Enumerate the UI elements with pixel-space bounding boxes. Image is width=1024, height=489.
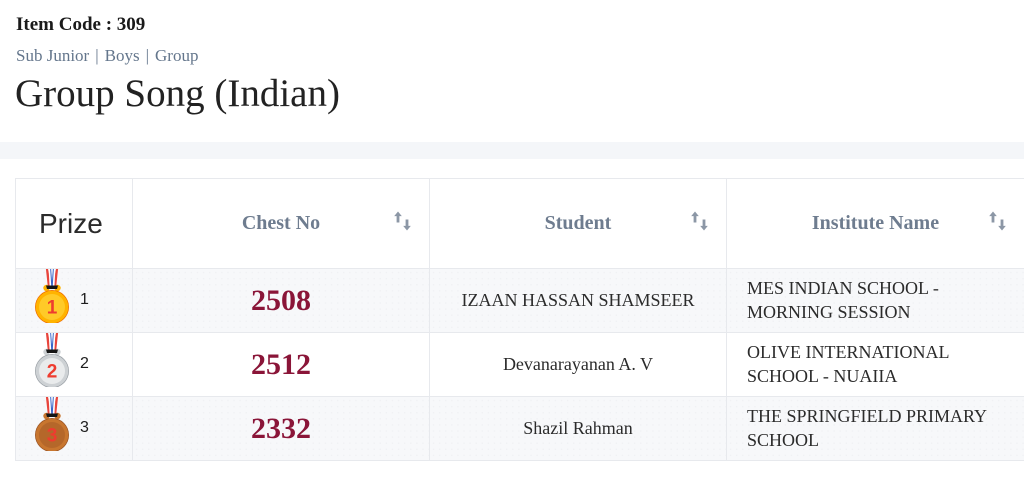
svg-text:3: 3 [47,425,58,446]
svg-text:1: 1 [47,297,58,318]
svg-text:2: 2 [47,361,58,382]
